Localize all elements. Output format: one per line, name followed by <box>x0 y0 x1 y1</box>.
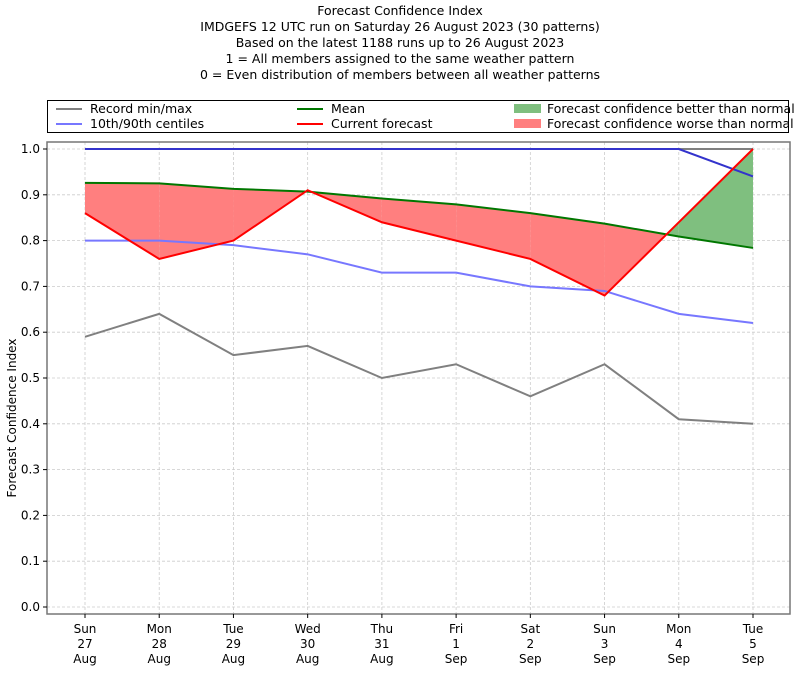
y-axis-label: Forecast Confidence Index <box>5 339 19 498</box>
x-tick-label: 27 <box>77 637 92 651</box>
y-tick-label: 1.0 <box>21 142 40 156</box>
y-tick-label: 0.5 <box>21 371 40 385</box>
legend-entry-mean: Mean <box>297 101 365 117</box>
x-tick-label: Sun <box>593 622 616 636</box>
legend-swatch-record-minmax <box>56 107 82 110</box>
x-tick-label: Aug <box>222 652 245 666</box>
legend: Record min/max 10th/90th centiles Mean C… <box>47 100 795 133</box>
x-tick-label: 4 <box>675 637 683 651</box>
x-tick-label: Tue <box>742 622 764 636</box>
fill-worse-than-normal <box>381 198 457 241</box>
x-tick-label: 2 <box>527 637 535 651</box>
series-line-90th-centile <box>85 148 754 178</box>
x-tick-label: 3 <box>601 637 609 651</box>
x-tick-label: Aug <box>296 652 319 666</box>
x-tick-label: 30 <box>300 637 315 651</box>
y-axis: 0.0 0.1 0.2 0.3 0.4 0.5 0.6 0.7 0.8 0.9 1.0 <box>21 142 47 614</box>
legend-swatch-better <box>514 104 541 113</box>
series-line-record-min <box>84 312 754 425</box>
y-tick-label: 0.7 <box>21 279 40 293</box>
x-tick-label: Aug <box>370 652 393 666</box>
y-tick-label: 0.3 <box>21 463 40 477</box>
legend-swatch-worse <box>514 119 541 128</box>
x-tick-label: 5 <box>749 637 757 651</box>
x-tick-label: Sep <box>519 652 542 666</box>
y-tick-label: 0.6 <box>21 325 40 339</box>
x-tick-label: 28 <box>152 637 167 651</box>
legend-swatch-centiles <box>56 122 82 125</box>
x-tick-label: Sep <box>445 652 468 666</box>
x-tick-label: Mon <box>147 622 172 636</box>
legend-label: Record min/max <box>90 101 193 116</box>
legend-entry-worse: Forecast confidence worse than normal <box>514 116 794 132</box>
legend-label: Forecast confidence worse than normal <box>547 116 794 131</box>
x-tick-label: Sun <box>74 622 97 636</box>
legend-entry-current-forecast: Current forecast <box>297 116 432 132</box>
legend-label: Current forecast <box>331 116 433 131</box>
title-line-1: Forecast Confidence Index <box>317 3 483 18</box>
x-tick-label: Sep <box>667 652 690 666</box>
x-axis: Sun27AugMon28AugTue29AugWed30AugThu31Aug… <box>73 614 764 666</box>
legend-label: 10th/90th centiles <box>90 116 205 131</box>
y-tick-label: 0.2 <box>21 508 40 522</box>
x-tick-label: Thu <box>370 622 394 636</box>
y-tick-label: 0.1 <box>21 554 40 568</box>
x-tick-label: Sep <box>593 652 616 666</box>
series-line-10th-centile <box>85 239 754 325</box>
x-tick-label: Mon <box>666 622 691 636</box>
chart-title: Forecast Confidence Index IMDGEFS 12 UTC… <box>0 3 800 83</box>
grid <box>47 142 790 614</box>
series-line-current-forecast <box>84 148 754 297</box>
legend-label: Mean <box>331 101 366 116</box>
x-tick-label: Fri <box>449 622 463 636</box>
x-tick-label: 29 <box>226 637 241 651</box>
x-tick-label: Sep <box>742 652 765 666</box>
title-line-5: 0 = Even distribution of members between… <box>199 67 601 82</box>
y-tick-label: 0.0 <box>21 600 40 614</box>
series-lines <box>84 148 754 425</box>
fill-worse-than-normal <box>456 204 531 259</box>
fill-worse-than-normal <box>530 213 605 296</box>
title-line-2: IMDGEFS 12 UTC run on Saturday 26 August… <box>200 19 600 34</box>
legend-swatch-current-forecast <box>297 122 323 125</box>
series-line-mean <box>84 181 754 249</box>
y-tick-label: 0.8 <box>21 234 40 248</box>
x-tick-label: Sat <box>520 622 540 636</box>
legend-label: Forecast confidence better than normal <box>547 101 795 116</box>
legend-swatch-mean <box>297 107 323 110</box>
legend-entry-better: Forecast confidence better than normal <box>514 101 795 117</box>
legend-entry-centiles: 10th/90th centiles <box>56 116 204 132</box>
title-line-3: Based on the latest 1188 runs up to 26 A… <box>235 35 565 50</box>
y-tick-label: 0.9 <box>21 188 40 202</box>
x-tick-label: Wed <box>295 622 321 636</box>
y-tick-label: 0.4 <box>21 417 40 431</box>
x-tick-label: 1 <box>452 637 460 651</box>
x-tick-label: Aug <box>73 652 96 666</box>
x-tick-label: Tue <box>222 622 244 636</box>
title-line-4: 1 = All members assigned to the same wea… <box>225 51 575 66</box>
x-tick-label: Aug <box>148 652 171 666</box>
fill-better-than-normal <box>678 149 753 248</box>
fill-worse-than-normal <box>159 183 234 259</box>
x-tick-label: 31 <box>374 637 389 651</box>
legend-entry-record-minmax: Record min/max <box>56 101 192 117</box>
fill-worse-than-normal <box>604 223 667 296</box>
